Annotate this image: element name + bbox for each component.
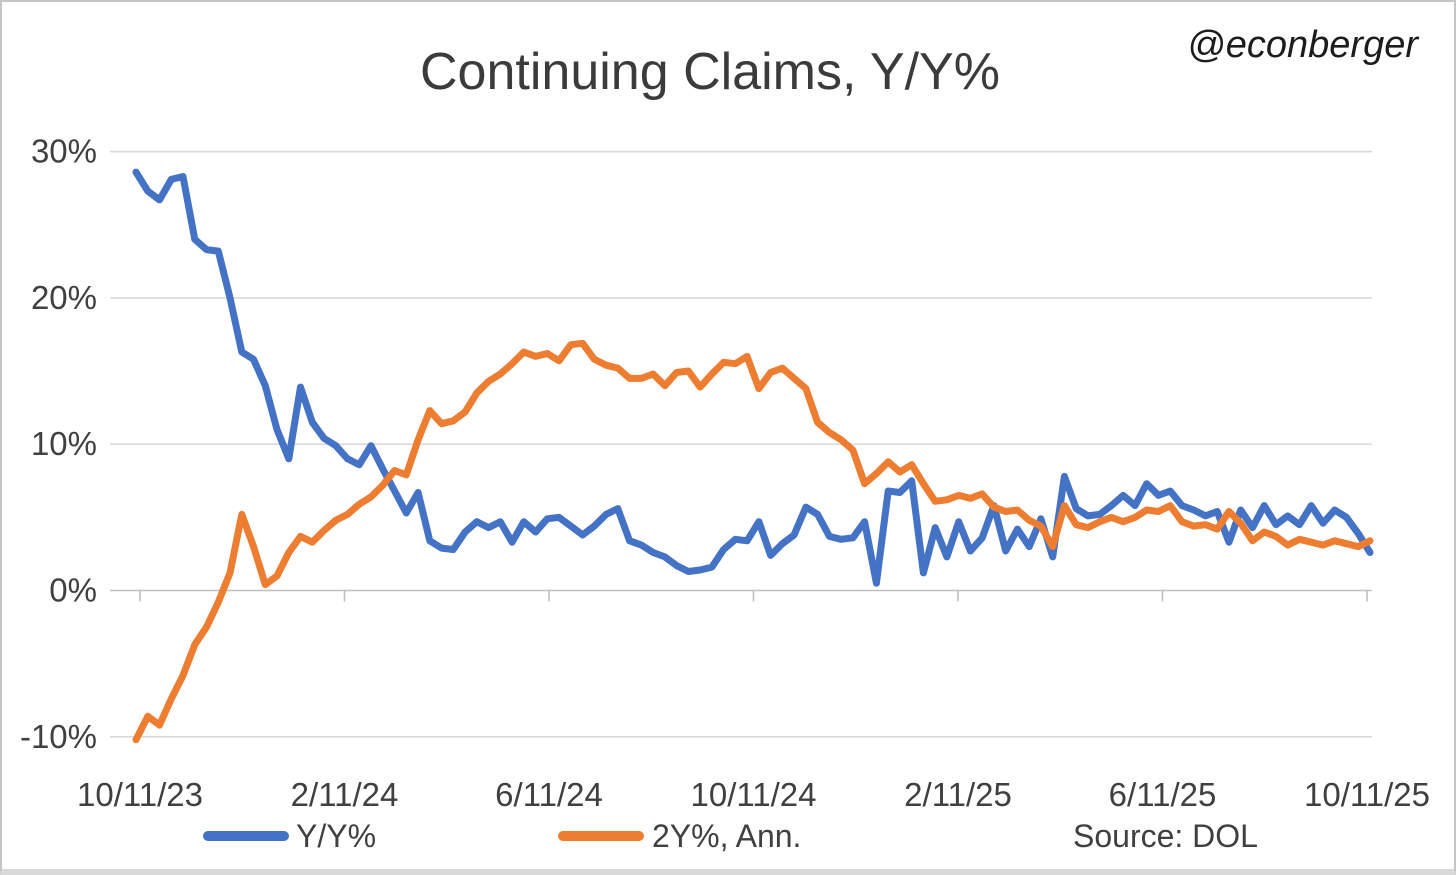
legend-swatch-yy xyxy=(203,831,289,841)
series-line-2y-ann xyxy=(132,339,1374,744)
y-tick-label--10%: -10% xyxy=(20,718,97,755)
series-line-yy xyxy=(132,168,1374,587)
x-tick-label-10/11/25: 10/11/25 xyxy=(1304,776,1430,813)
x-tick-label-10/11/23: 10/11/23 xyxy=(77,776,203,813)
y-axis-labels: 30% 20% 10% 0% -10% xyxy=(20,133,97,755)
x-tick-label-6/11/25: 6/11/25 xyxy=(1109,776,1217,813)
x-tick-label-10/11/24: 10/11/24 xyxy=(690,776,816,813)
x-tick-label-2/11/25: 2/11/25 xyxy=(904,776,1012,813)
chart-title: Continuing Claims, Y/Y% xyxy=(420,43,1000,101)
legend-label-yy: Y/Y% xyxy=(296,818,377,854)
x-tick-label-6/11/24: 6/11/24 xyxy=(495,776,603,813)
legend-label-2y: 2Y%, Ann. xyxy=(652,818,802,854)
series-lines xyxy=(132,168,1374,744)
y-tick-label-30%: 30% xyxy=(31,133,97,170)
x-tick-label-2/11/24: 2/11/24 xyxy=(291,776,399,813)
y-tick-label-20%: 20% xyxy=(31,279,97,316)
gridlines xyxy=(110,150,1372,738)
x-axis-line-and-ticks xyxy=(110,589,1372,602)
watermark-handle: @econberger xyxy=(1187,24,1418,66)
source-note: Source: DOL xyxy=(1073,818,1258,854)
y-tick-label-10%: 10% xyxy=(31,425,97,462)
x-axis-labels: 10/11/23 2/11/24 6/11/24 10/11/24 2/11/25 6/1… xyxy=(77,776,1430,813)
legend-swatch-2y xyxy=(558,831,644,841)
y-tick-label-0%: 0% xyxy=(49,572,97,609)
